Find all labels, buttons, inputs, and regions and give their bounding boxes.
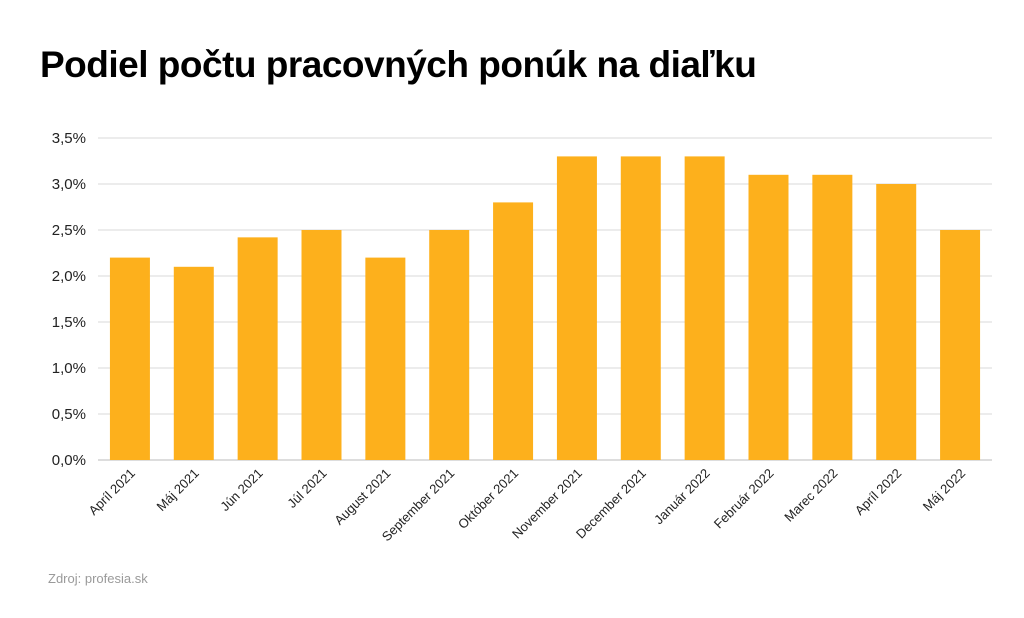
x-tick-label: Október 2021 (455, 466, 521, 532)
y-tick-label: 1,5% (52, 314, 86, 331)
bar (940, 230, 981, 460)
bar (684, 156, 725, 460)
y-tick-label: 2,5% (52, 222, 86, 239)
y-tick-label: 3,5% (52, 130, 86, 147)
bar (556, 156, 597, 460)
x-tick-label: Február 2022 (711, 466, 777, 532)
source-note: Zdroj: profesia.sk (48, 571, 148, 586)
y-tick-label: 0,5% (52, 406, 86, 423)
y-tick-label: 2,0% (52, 268, 86, 285)
x-tick-label: Máj 2021 (153, 466, 201, 514)
chart-title: Podiel počtu pracovných ponúk na diaľku (40, 44, 757, 85)
bar (493, 202, 534, 460)
x-tick-label: Júl 2021 (284, 466, 329, 511)
bar (812, 174, 853, 461)
bar (620, 156, 661, 460)
y-tick-label: 0,0% (52, 452, 86, 469)
x-tick-label: December 2021 (573, 466, 649, 542)
x-tick-label: Marec 2022 (781, 466, 840, 525)
bar (876, 184, 917, 460)
x-tick-label: Január 2022 (651, 466, 713, 528)
bar (429, 230, 470, 460)
bar (748, 174, 789, 461)
x-tick-label: Máj 2022 (920, 466, 968, 514)
x-tick-label: Apríl 2022 (852, 466, 905, 519)
x-tick-label: August 2021 (331, 466, 393, 528)
x-tick-label: Apríl 2021 (86, 466, 139, 519)
y-tick-label: 1,0% (52, 360, 86, 377)
bar (173, 266, 214, 460)
bar (237, 237, 278, 460)
y-tick-label: 3,0% (52, 176, 86, 193)
bar (365, 257, 406, 460)
bar (301, 230, 342, 460)
bar (109, 257, 150, 460)
x-tick-label: Jún 2021 (217, 466, 265, 514)
